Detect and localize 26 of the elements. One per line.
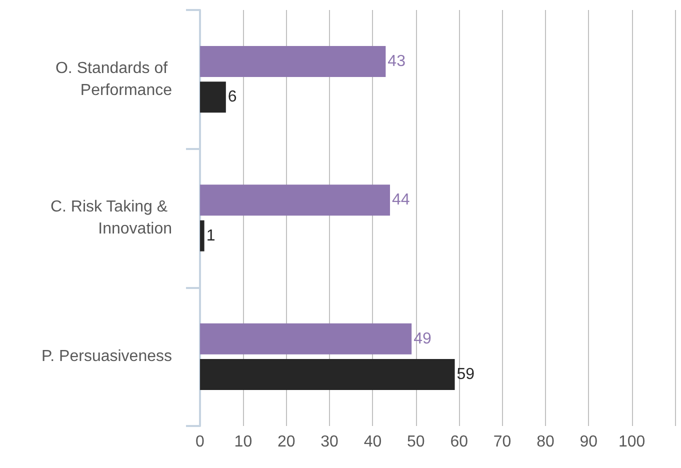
bar	[200, 184, 390, 216]
data-label: 59	[456, 366, 475, 383]
data-label: 44	[392, 192, 410, 209]
x-tick-label: 90	[580, 434, 598, 450]
x-tick-label: 20	[277, 434, 296, 450]
bar	[200, 358, 455, 390]
y-tick-label: O. Standards of Performance	[55, 60, 172, 99]
bar	[200, 323, 412, 354]
x-tick-label: 0	[196, 434, 205, 450]
x-tick-label: 10	[234, 434, 252, 450]
bar	[200, 46, 386, 78]
x-tick-label: 70	[493, 434, 512, 450]
data-label: 1	[206, 227, 216, 244]
x-tick-label: 30	[320, 434, 339, 450]
x-tick-label: 80	[536, 434, 554, 450]
y-tick-label: P. Persuasiveness	[42, 348, 172, 366]
x-tick-label: 50	[407, 434, 425, 450]
data-label: 49	[414, 330, 432, 348]
bar	[200, 82, 226, 113]
x-tick-label: 60	[450, 434, 468, 450]
y-tick-label: C. Risk Taking & Innovation	[50, 198, 172, 238]
data-label: 6	[228, 88, 237, 106]
x-tick-label: 100	[618, 434, 646, 450]
data-label: 43	[388, 53, 406, 70]
bar	[200, 220, 204, 252]
x-tick-label: 40	[364, 434, 382, 450]
